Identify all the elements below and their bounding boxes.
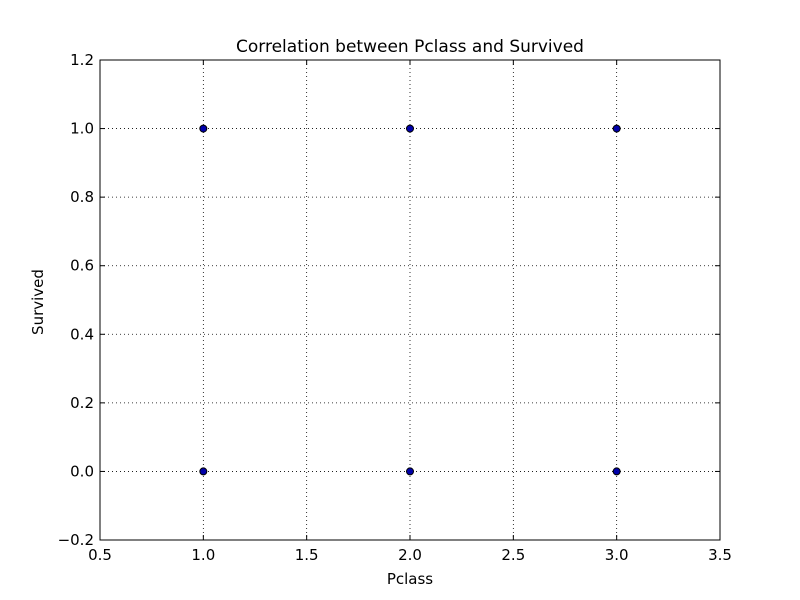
y-tick-label: −0.2 — [58, 531, 94, 549]
chart-title: Correlation between Pclass and Survived — [236, 37, 584, 57]
y-tick-label: 0.6 — [70, 257, 94, 275]
data-point — [406, 124, 414, 133]
y-tick-label: 1.0 — [70, 120, 94, 138]
data-point — [406, 467, 414, 476]
y-tick-label: 1.2 — [70, 51, 94, 69]
points-layer — [199, 124, 621, 476]
data-point — [612, 467, 621, 476]
x-tick-label: 2.0 — [398, 546, 422, 564]
x-axis-label: Pclass — [387, 570, 433, 588]
y-tick-label: 0.0 — [70, 462, 94, 480]
y-tick-label: 0.8 — [70, 188, 94, 206]
x-tick-label: 2.5 — [501, 546, 525, 564]
x-tick-label: 3.0 — [605, 546, 629, 564]
data-point — [199, 124, 208, 133]
x-tick-label: 0.5 — [88, 546, 112, 564]
y-tick-label: 0.4 — [70, 325, 94, 343]
y-tick-label: 0.2 — [70, 394, 94, 412]
data-point — [199, 467, 208, 476]
x-tick-label: 3.5 — [708, 546, 732, 564]
ticks-layer: 0.5 1.0 1.5 2.0 2.5 3.0 3.5 −0.2 0.0 0.2 0.4 0.6 0.8… — [58, 51, 732, 564]
data-point — [612, 124, 621, 133]
x-tick-label: 1.5 — [295, 546, 319, 564]
x-tick-label: 1.0 — [191, 546, 215, 564]
y-axis-label: Survived — [29, 269, 47, 335]
